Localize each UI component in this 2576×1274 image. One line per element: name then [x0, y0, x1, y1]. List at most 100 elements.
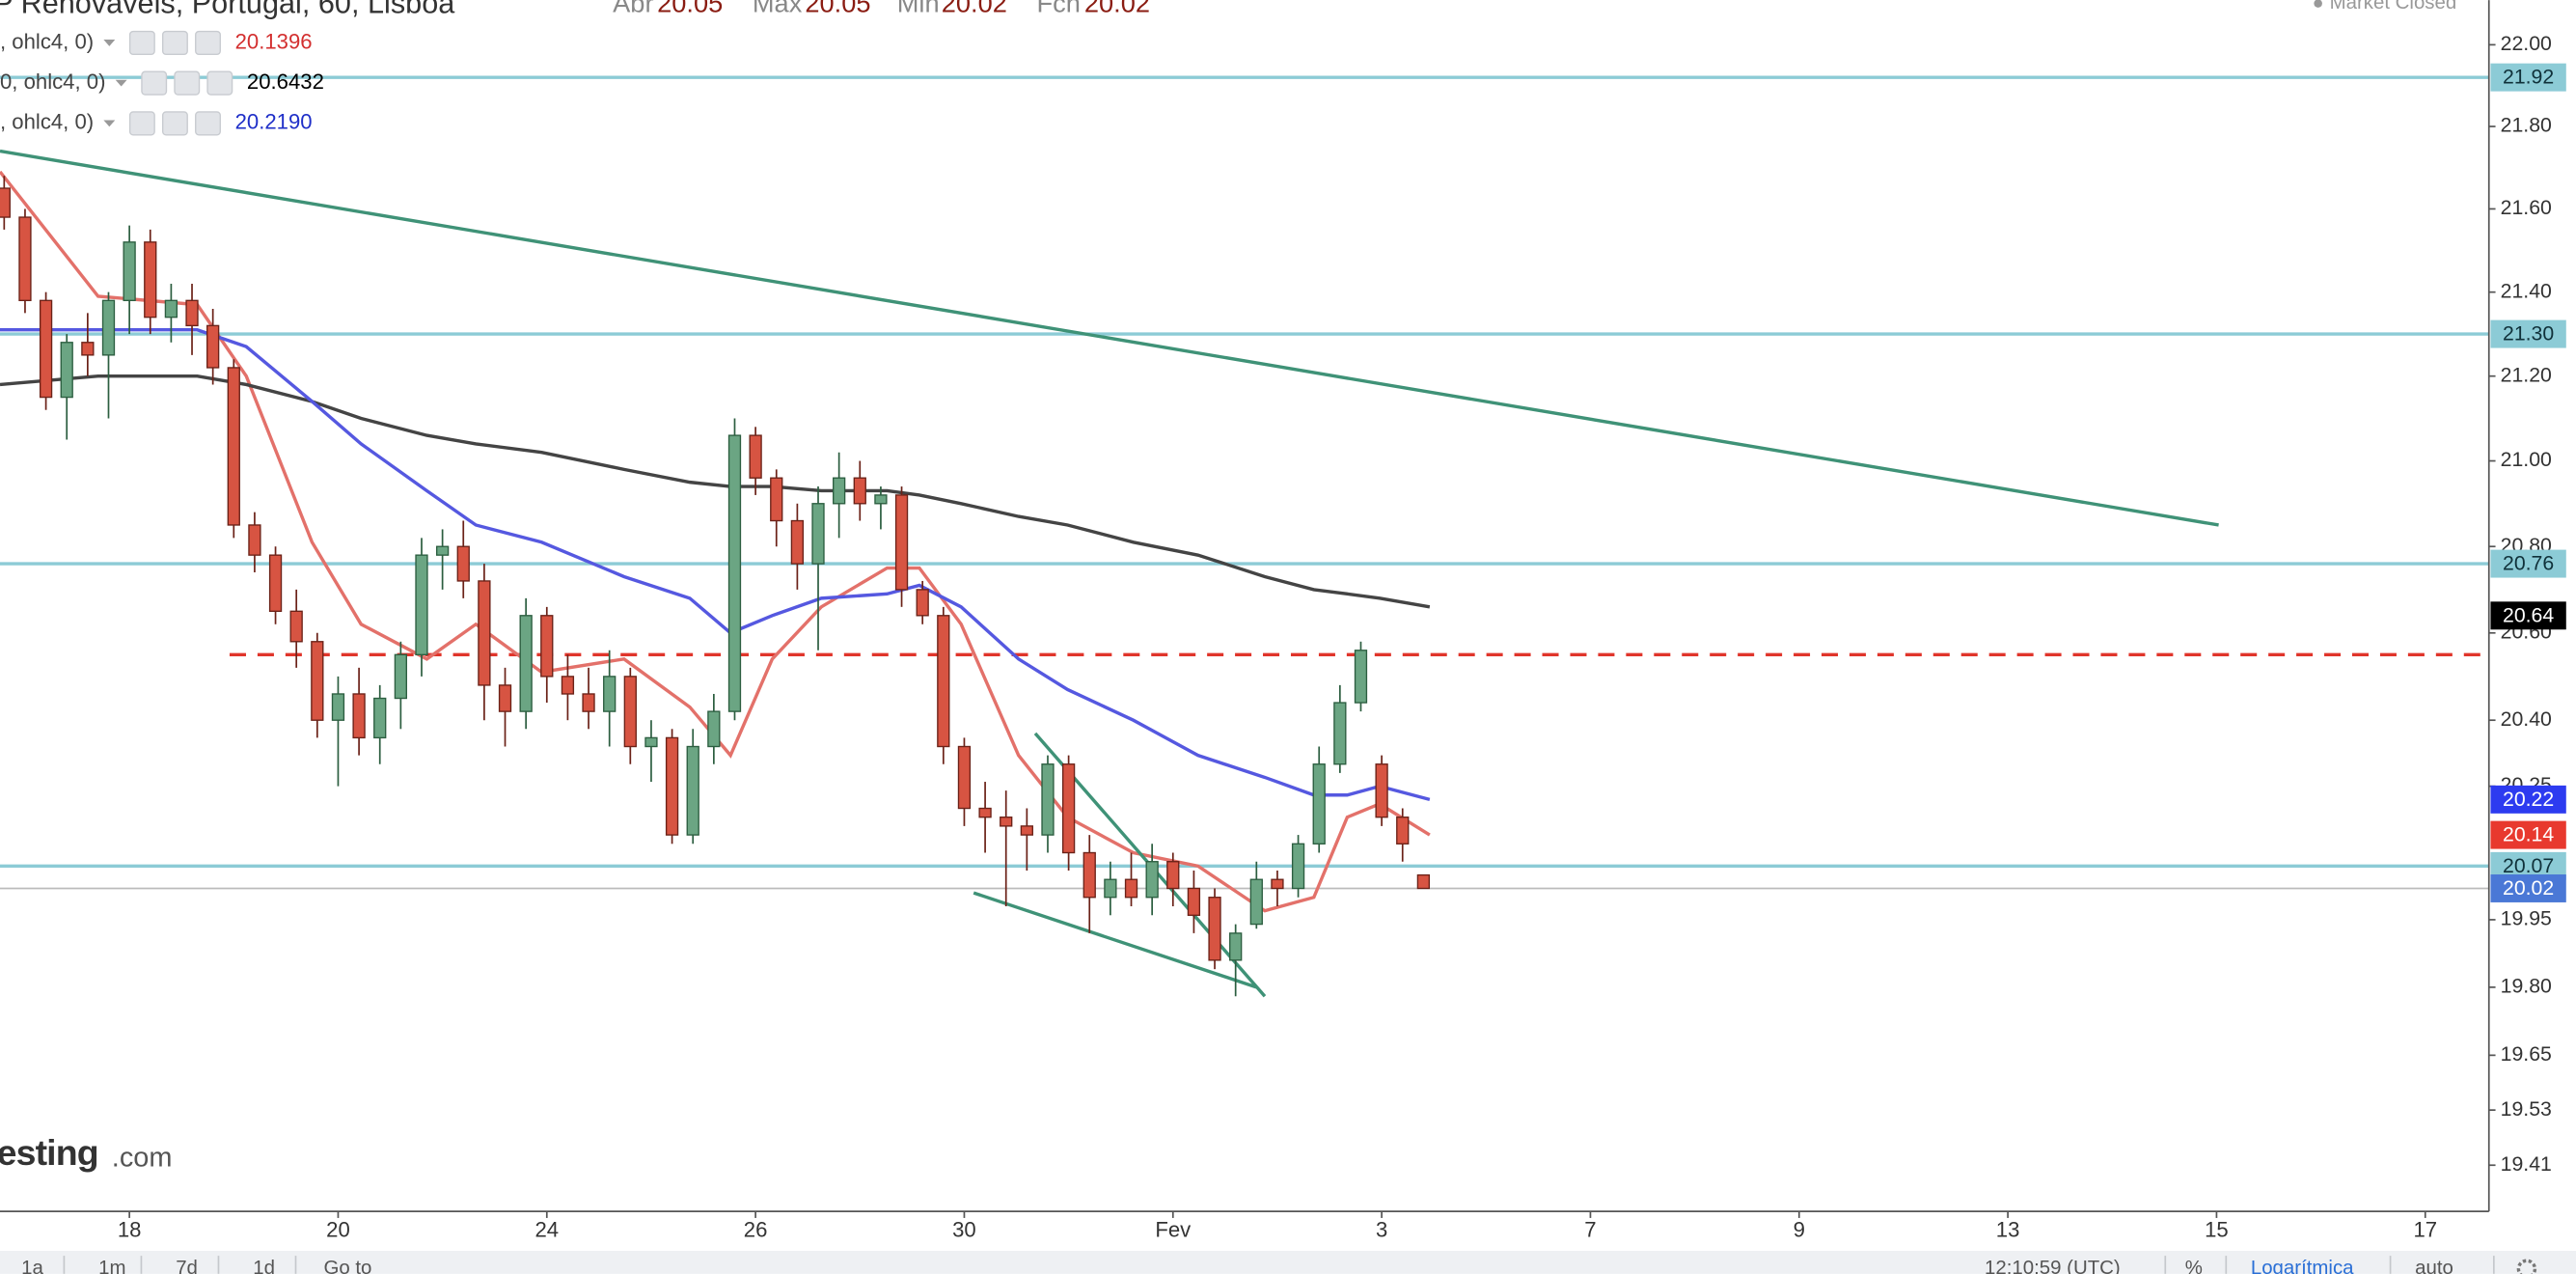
candle-body	[1000, 817, 1013, 827]
study-icon[interactable]	[206, 70, 233, 96]
study-value: 20.1396	[235, 29, 313, 53]
candle-body	[164, 299, 178, 318]
ohlc-value: 20.02	[1084, 0, 1150, 17]
chart-title: P Renovaveis, Portugal, 60, Lisboa	[0, 0, 455, 19]
price-tag	[2490, 873, 2566, 902]
candle-body	[394, 653, 407, 700]
x-tick-label: 9	[1794, 1217, 1805, 1241]
x-tick-label: 15	[2205, 1217, 2229, 1241]
candle-body	[39, 299, 53, 399]
candle-body	[790, 519, 805, 565]
range-button[interactable]: 7d	[176, 1258, 198, 1274]
candle-body	[331, 693, 345, 721]
toolbar	[0, 1250, 2576, 1274]
ohlc-value: 20.02	[942, 0, 1007, 17]
candle-body	[770, 477, 783, 522]
y-tick-label: 21.40	[2501, 279, 2552, 302]
candle-body	[1354, 650, 1368, 704]
study-icon[interactable]	[161, 30, 188, 56]
study-dropdown[interactable]	[115, 79, 127, 87]
log-button[interactable]: Logarítmica	[2251, 1258, 2354, 1274]
range-button[interactable]: 1a	[21, 1258, 43, 1274]
candle-body	[582, 693, 595, 712]
candle-body	[373, 697, 387, 739]
study-icon[interactable]	[141, 70, 168, 96]
study-icon[interactable]	[128, 111, 155, 136]
plot-area	[0, 75, 2489, 998]
x-tick-label: 18	[118, 1217, 142, 1241]
axes: 22.0021.8021.6021.4021.2021.0020.8020.60…	[0, 0, 2566, 1241]
candle-body	[727, 434, 742, 712]
candle-body	[1041, 763, 1055, 836]
price-tag	[2490, 785, 2566, 814]
price-tag	[2490, 63, 2566, 92]
moving-average-line	[0, 328, 1431, 801]
x-tick-label: 3	[1376, 1217, 1387, 1241]
candle-body	[603, 676, 617, 712]
candle-body	[311, 641, 324, 721]
candle-body	[623, 676, 637, 748]
price-tag	[2490, 820, 2566, 849]
candle-body	[540, 615, 554, 678]
range-button[interactable]: 1d	[253, 1258, 275, 1274]
candle-body	[874, 494, 888, 505]
candle-body	[707, 710, 721, 748]
candle-body	[1166, 861, 1180, 890]
candle-body	[81, 342, 95, 356]
ohlc-value: 20.05	[805, 0, 870, 17]
study-dropdown[interactable]	[103, 40, 116, 46]
price-tag-label: 20.02	[2503, 876, 2554, 900]
candle-body	[1333, 702, 1347, 765]
trendline	[973, 891, 1257, 989]
goto-button[interactable]: Go to	[323, 1258, 371, 1274]
percent-button[interactable]: %	[2185, 1258, 2203, 1274]
candle-body	[1271, 878, 1284, 890]
x-tick-label: 24	[534, 1217, 559, 1241]
study-icon[interactable]	[195, 30, 221, 56]
toolbar-items: 1a 1m 7d 1d Go to 12:10:59 (UTC)% Logarítmica a…	[21, 1256, 2495, 1274]
candle-body	[352, 693, 366, 739]
candle-body	[957, 745, 972, 810]
candle-body	[937, 615, 950, 748]
study-value: 20.6432	[247, 69, 324, 94]
x-tick-label: 26	[744, 1217, 768, 1241]
study-name: , ohlc4, 0)	[0, 29, 94, 53]
study-dropdown[interactable]	[103, 120, 116, 127]
candle-body	[833, 477, 846, 505]
auto-button[interactable]: auto	[2415, 1258, 2453, 1274]
y-tick-label: 19.53	[2501, 1097, 2552, 1121]
candle-body	[268, 554, 283, 612]
study-icon[interactable]	[174, 70, 201, 96]
candle-body	[456, 545, 470, 582]
watermark: esting	[0, 1132, 98, 1173]
study-value: 20.2190	[235, 110, 313, 134]
candle-body	[1124, 878, 1138, 899]
trendline	[0, 149, 2219, 527]
range-button[interactable]: 1m	[98, 1258, 125, 1274]
candle-body	[916, 589, 929, 617]
price-tag-label: 20.64	[2503, 603, 2554, 626]
y-tick-label: 21.00	[2501, 448, 2552, 471]
study-name: , ohlc4, 0)	[0, 110, 94, 134]
x-tick-label: 13	[1996, 1217, 2020, 1241]
y-tick-label: 21.60	[2501, 196, 2552, 219]
candle-body	[1104, 878, 1117, 899]
candle-body	[1291, 843, 1305, 890]
price-tag-label: 21.92	[2503, 66, 2554, 89]
candle-body	[1249, 878, 1263, 926]
candle-body	[1375, 763, 1388, 818]
candle-body	[185, 299, 199, 327]
candle-body	[665, 736, 679, 836]
market-status: Market Closed	[2330, 0, 2457, 14]
study-icon[interactable]	[161, 111, 188, 136]
candle-body	[498, 684, 512, 712]
y-tick-label: 21.80	[2501, 114, 2552, 137]
candle-body	[248, 524, 261, 556]
study-icon[interactable]	[128, 30, 155, 56]
ohlc-value: 20.05	[657, 0, 723, 17]
candle-body	[519, 615, 533, 712]
candle-body	[811, 503, 825, 565]
study-icon[interactable]	[195, 111, 221, 136]
settings-icon[interactable]	[2516, 1259, 2537, 1274]
